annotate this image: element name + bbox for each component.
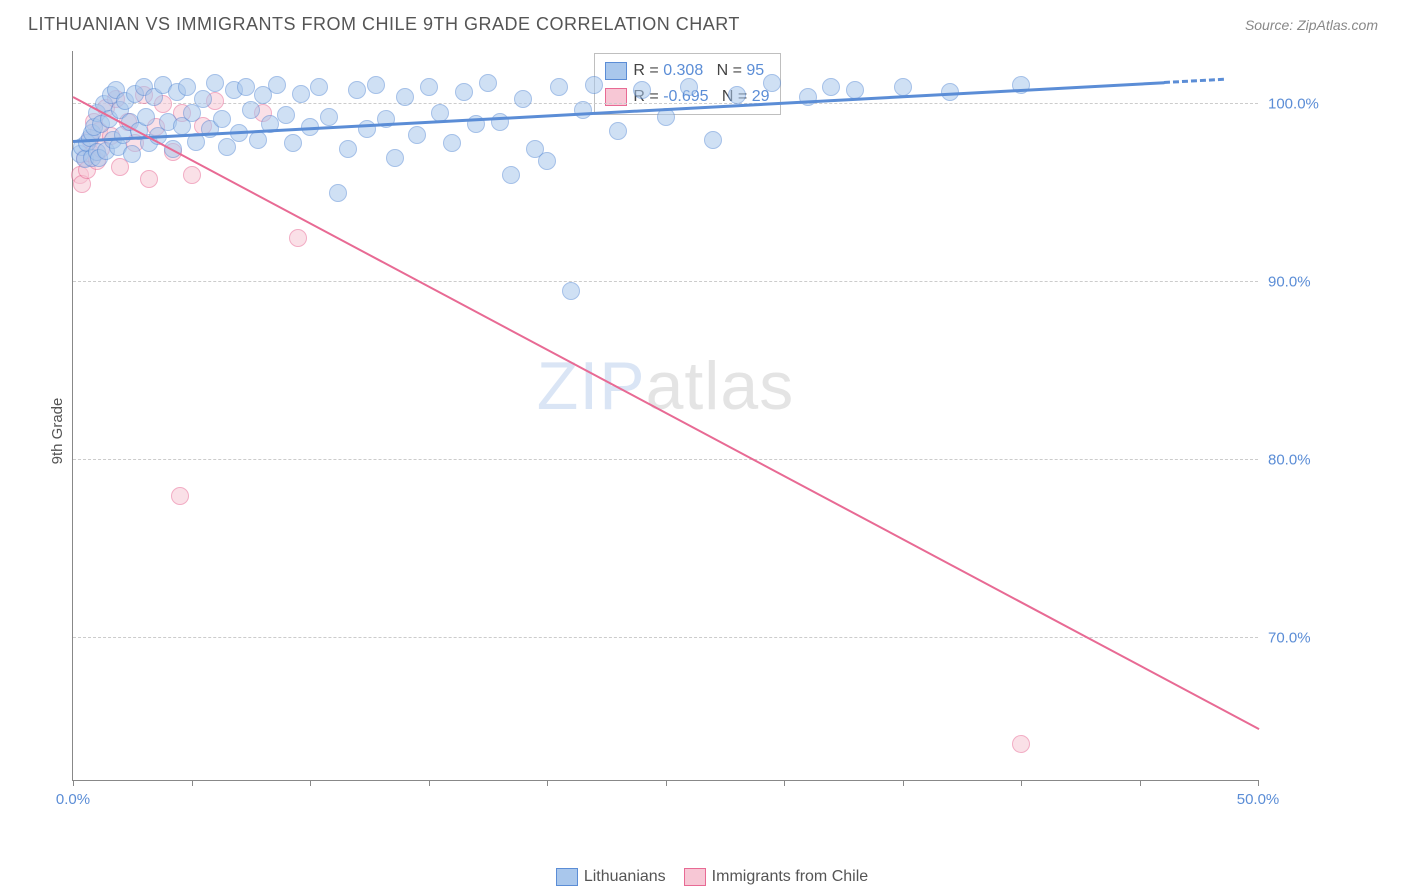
data-point: [213, 110, 231, 128]
legend-r-value: 0.308: [663, 62, 703, 79]
gridline-h: [73, 637, 1258, 638]
source-attribution: Source: ZipAtlas.com: [1245, 17, 1378, 33]
data-point: [249, 131, 267, 149]
data-point: [320, 108, 338, 126]
y-tick-label: 70.0%: [1268, 629, 1368, 646]
data-point: [585, 76, 603, 94]
data-point: [194, 90, 212, 108]
data-point: [538, 152, 556, 170]
data-point: [443, 134, 461, 152]
data-point: [218, 138, 236, 156]
data-point: [514, 90, 532, 108]
chart-area: 9th Grade ZIPatlas R = 0.308 N = 95R = -…: [72, 51, 1378, 811]
data-point: [123, 145, 141, 163]
x-tick: [310, 780, 311, 786]
data-point: [268, 76, 286, 94]
gridline-h: [73, 459, 1258, 460]
chart-title: LITHUANIAN VS IMMIGRANTS FROM CHILE 9TH …: [28, 14, 740, 35]
data-point: [339, 140, 357, 158]
data-point: [562, 282, 580, 300]
data-point: [396, 88, 414, 106]
legend-swatch: [684, 868, 706, 886]
data-point: [237, 78, 255, 96]
data-point: [609, 122, 627, 140]
x-tick: [666, 780, 667, 786]
data-point: [140, 170, 158, 188]
legend-label: Immigrants from Chile: [712, 868, 868, 885]
data-point: [386, 149, 404, 167]
trend-line: [73, 96, 1260, 730]
legend-swatch: [605, 62, 627, 80]
data-point: [137, 108, 155, 126]
gridline-h: [73, 281, 1258, 282]
x-tick: [73, 780, 74, 786]
data-point: [284, 134, 302, 152]
x-tick: [903, 780, 904, 786]
data-point: [728, 86, 746, 104]
trend-line-dashed: [1164, 78, 1224, 84]
legend-r-label: R =: [633, 62, 663, 79]
x-tick: [1140, 780, 1141, 786]
data-point: [178, 78, 196, 96]
data-point: [292, 85, 310, 103]
legend-n-value: 95: [746, 62, 764, 79]
plot-region: ZIPatlas R = 0.308 N = 95R = -0.695 N = …: [72, 51, 1258, 781]
y-tick-label: 100.0%: [1268, 96, 1368, 113]
data-point: [1012, 735, 1030, 753]
data-point: [763, 74, 781, 92]
data-point: [846, 81, 864, 99]
legend-label: Lithuanians: [584, 868, 666, 885]
x-tick: [1258, 780, 1259, 786]
x-tick: [429, 780, 430, 786]
data-point: [455, 83, 473, 101]
data-point: [183, 104, 201, 122]
y-tick-label: 80.0%: [1268, 451, 1368, 468]
x-tick-label: 50.0%: [1237, 791, 1280, 808]
data-point: [183, 166, 201, 184]
x-tick: [192, 780, 193, 786]
legend-swatch: [556, 868, 578, 886]
data-point: [289, 229, 307, 247]
data-point: [171, 487, 189, 505]
data-point: [348, 81, 366, 99]
x-tick: [1021, 780, 1022, 786]
data-point: [574, 101, 592, 119]
data-point: [277, 106, 295, 124]
data-point: [420, 78, 438, 96]
y-axis-label: 9th Grade: [49, 398, 66, 465]
data-point: [502, 166, 520, 184]
x-tick: [784, 780, 785, 786]
data-point: [242, 101, 260, 119]
data-point: [329, 184, 347, 202]
data-point: [704, 131, 722, 149]
data-point: [310, 78, 328, 96]
data-point: [408, 126, 426, 144]
legend-n-label: N =: [717, 62, 747, 79]
series-legend: Lithuanians Immigrants from Chile: [0, 868, 1406, 886]
data-point: [550, 78, 568, 96]
data-point: [894, 78, 912, 96]
x-tick-label: 0.0%: [56, 791, 90, 808]
watermark-bold: ZIP: [537, 348, 646, 424]
data-point: [680, 78, 698, 96]
data-point: [367, 76, 385, 94]
data-point: [479, 74, 497, 92]
data-point: [633, 81, 651, 99]
x-tick: [547, 780, 548, 786]
data-point: [206, 74, 224, 92]
y-tick-label: 90.0%: [1268, 274, 1368, 291]
data-point: [822, 78, 840, 96]
